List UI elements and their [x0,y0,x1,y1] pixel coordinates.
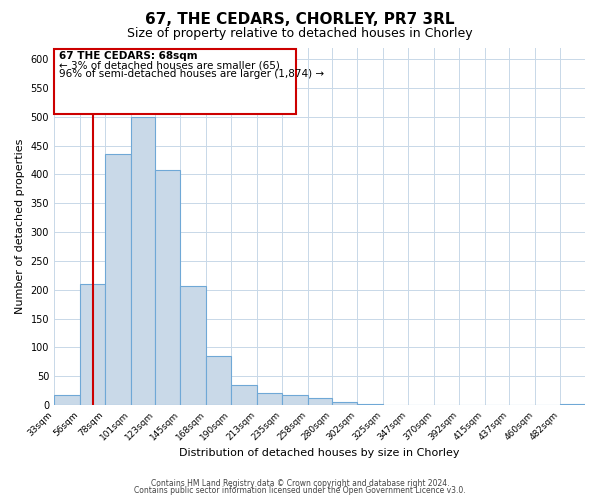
Bar [80,284,105,405]
Text: 67, THE CEDARS, CHORLEY, PR7 3RL: 67, THE CEDARS, CHORLEY, PR7 3RL [145,12,455,28]
Text: Size of property relative to detached houses in Chorley: Size of property relative to detached ho… [127,28,473,40]
Bar [155,170,180,405]
Bar [357,404,383,405]
Bar [105,154,131,405]
Bar [308,398,332,405]
Bar [131,116,155,405]
Bar [180,286,206,405]
Bar [560,404,585,405]
FancyBboxPatch shape [54,48,296,114]
Text: 96% of semi-detached houses are larger (1,874) →: 96% of semi-detached houses are larger (… [59,70,323,80]
Text: ← 3% of detached houses are smaller (65): ← 3% of detached houses are smaller (65) [59,60,280,70]
Text: 67 THE CEDARS: 68sqm: 67 THE CEDARS: 68sqm [59,51,197,61]
Text: Contains public sector information licensed under the Open Government Licence v3: Contains public sector information licen… [134,486,466,495]
Bar [231,385,257,405]
Text: Contains HM Land Registry data © Crown copyright and database right 2024.: Contains HM Land Registry data © Crown c… [151,478,449,488]
Y-axis label: Number of detached properties: Number of detached properties [15,138,25,314]
Bar [282,395,308,405]
Bar [206,356,231,405]
Bar [257,394,282,405]
Bar [332,402,357,405]
Bar [54,394,80,405]
X-axis label: Distribution of detached houses by size in Chorley: Distribution of detached houses by size … [179,448,460,458]
